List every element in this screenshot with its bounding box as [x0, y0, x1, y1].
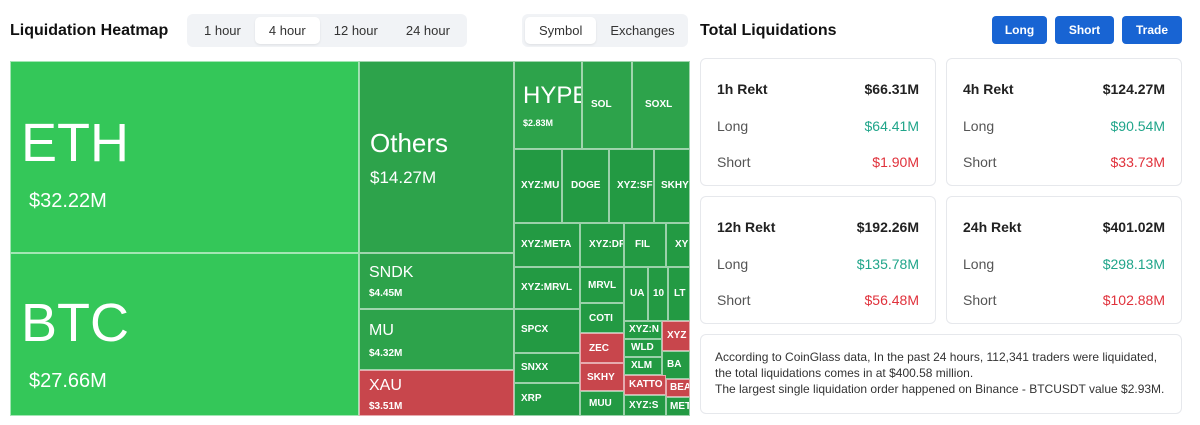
short-label: Short	[717, 292, 751, 308]
heatmap-tile-mu[interactable]: MU $4.32M	[359, 309, 514, 370]
long-label: Long	[717, 256, 749, 272]
heatmap-tile-xyz-mrvl[interactable]: XYZ:MRVL	[514, 267, 580, 309]
heatmap-tile-xyz-n[interactable]: XYZ:N	[624, 321, 662, 339]
heatmap-tile-sndk[interactable]: SNDK $4.45M	[359, 253, 514, 309]
heatmap-tile-skhy-red[interactable]: SKHY	[580, 363, 624, 391]
heatmap-tile-10[interactable]: 10	[648, 267, 668, 321]
tab-1-hour[interactable]: 1 hour	[204, 23, 241, 38]
summary-line-2: the total liquidations comes in at $400.…	[715, 366, 974, 380]
long-label: Long	[717, 118, 749, 134]
liquidation-summary: According to CoinGlass data, In the past…	[700, 334, 1182, 414]
heatmap-tile-fil[interactable]: FIL	[624, 223, 666, 267]
heatmap-tile-muu[interactable]: MUU	[580, 391, 624, 416]
time-range-tabs: 1 hour 4 hour 12 hour 24 hour	[187, 14, 467, 47]
heatmap-tile-xlm[interactable]: XLM	[624, 357, 662, 375]
long-value: $135.78M	[856, 256, 919, 272]
heatmap-tile-mrvl[interactable]: MRVL	[580, 267, 624, 303]
heatmap-tile-ba[interactable]: BA	[662, 351, 690, 379]
card-total: $192.26M	[856, 219, 919, 235]
heatmap-tile-xyz-sf[interactable]: XYZ:SF	[609, 149, 654, 223]
heatmap-tile-xy[interactable]: XY	[666, 223, 690, 267]
short-value: $33.73M	[1110, 154, 1165, 170]
heatmap-tile-snxx[interactable]: SNXX	[514, 353, 580, 383]
heatmap-tile-doge[interactable]: DOGE	[562, 149, 609, 223]
heatmap-tile-coti[interactable]: COTI	[580, 303, 624, 333]
heatmap-tile-btc[interactable]: BTC $27.66M	[10, 253, 359, 416]
heatmap-tile-soxl[interactable]: SOXL	[632, 61, 690, 149]
card-total: $401.02M	[1102, 219, 1165, 235]
heatmap-tile-xyz-red[interactable]: XYZ	[662, 321, 690, 351]
card-1h-rekt: 1h Rekt $66.31M Long $64.41M Short $1.90M	[700, 58, 936, 186]
heatmap-tile-others[interactable]: Others $14.27M	[359, 61, 514, 253]
card-12h-rekt: 12h Rekt $192.26M Long $135.78M Short $56.4…	[700, 196, 936, 324]
tab-24-hour[interactable]: 24 hour	[405, 23, 450, 38]
card-title: 12h Rekt	[717, 219, 776, 235]
heatmap-tile-xyz-df[interactable]: XYZ:DF	[580, 223, 624, 267]
summary-line-1: According to CoinGlass data, In the past…	[715, 350, 1158, 364]
heatmap-tile-bea[interactable]: BEA	[666, 379, 690, 397]
short-value: $56.48M	[864, 292, 919, 308]
long-value: $298.13M	[1102, 256, 1165, 272]
short-label: Short	[963, 154, 997, 170]
total-liquidations-title: Total Liquidations	[700, 22, 837, 39]
short-label: Short	[717, 154, 751, 170]
tab-symbol[interactable]: Symbol	[525, 17, 597, 44]
heatmap-tile-skhy[interactable]: SKHY	[654, 149, 690, 223]
long-value: $64.41M	[864, 118, 919, 134]
long-label: Long	[963, 118, 995, 134]
short-value: $1.90M	[872, 154, 919, 170]
short-label: Short	[963, 292, 997, 308]
heatmap-tile-lt[interactable]: LT	[668, 267, 690, 321]
heatmap-tile-ua[interactable]: UA	[624, 267, 648, 321]
heatmap-tile-sol[interactable]: SOL	[582, 61, 632, 149]
summary-line-3: The largest single liquidation order hap…	[715, 382, 1165, 396]
heatmap-tile-xyz-meta[interactable]: XYZ:META	[514, 223, 580, 267]
tab-12-hour[interactable]: 12 hour	[333, 23, 378, 38]
liquidation-heatmap: ETH $32.22M BTC $27.66M Others $14.27M S…	[10, 61, 690, 416]
card-title: 24h Rekt	[963, 219, 1022, 235]
short-button[interactable]: Short	[1055, 16, 1114, 44]
heatmap-tile-zec[interactable]: ZEC	[580, 333, 624, 363]
card-total: $124.27M	[1102, 81, 1165, 97]
view-tabs: Symbol Exchanges	[522, 14, 688, 47]
heatmap-title: Liquidation Heatmap	[10, 22, 169, 39]
heatmap-tile-eth[interactable]: ETH $32.22M	[10, 61, 359, 253]
long-label: Long	[963, 256, 995, 272]
heatmap-tile-xrp[interactable]: XRP	[514, 383, 580, 416]
heatmap-tile-hype[interactable]: HYPE $2.83M	[514, 61, 582, 149]
heatmap-tile-xyz-mu[interactable]: XYZ:MU	[514, 149, 562, 223]
long-button[interactable]: Long	[992, 16, 1047, 44]
card-24h-rekt: 24h Rekt $401.02M Long $298.13M Short $102.…	[946, 196, 1182, 324]
card-title: 4h Rekt	[963, 81, 1014, 97]
card-total: $66.31M	[864, 81, 919, 97]
tab-4-hour[interactable]: 4 hour	[254, 17, 320, 44]
trade-button[interactable]: Trade	[1122, 16, 1182, 44]
card-4h-rekt: 4h Rekt $124.27M Long $90.54M Short $33.73M	[946, 58, 1182, 186]
short-value: $102.88M	[1102, 292, 1165, 308]
heatmap-tile-xau[interactable]: XAU $3.51M	[359, 370, 514, 416]
heatmap-tile-xyz-s[interactable]: XYZ:S	[624, 395, 666, 416]
heatmap-tile-spcx[interactable]: SPCX	[514, 309, 580, 353]
tab-exchanges[interactable]: Exchanges	[610, 23, 675, 38]
card-title: 1h Rekt	[717, 81, 768, 97]
long-value: $90.54M	[1110, 118, 1165, 134]
heatmap-tile-katto[interactable]: KATTO	[624, 375, 666, 395]
heatmap-tile-met[interactable]: MET	[666, 397, 690, 416]
heatmap-tile-wld[interactable]: WLD	[624, 339, 662, 357]
